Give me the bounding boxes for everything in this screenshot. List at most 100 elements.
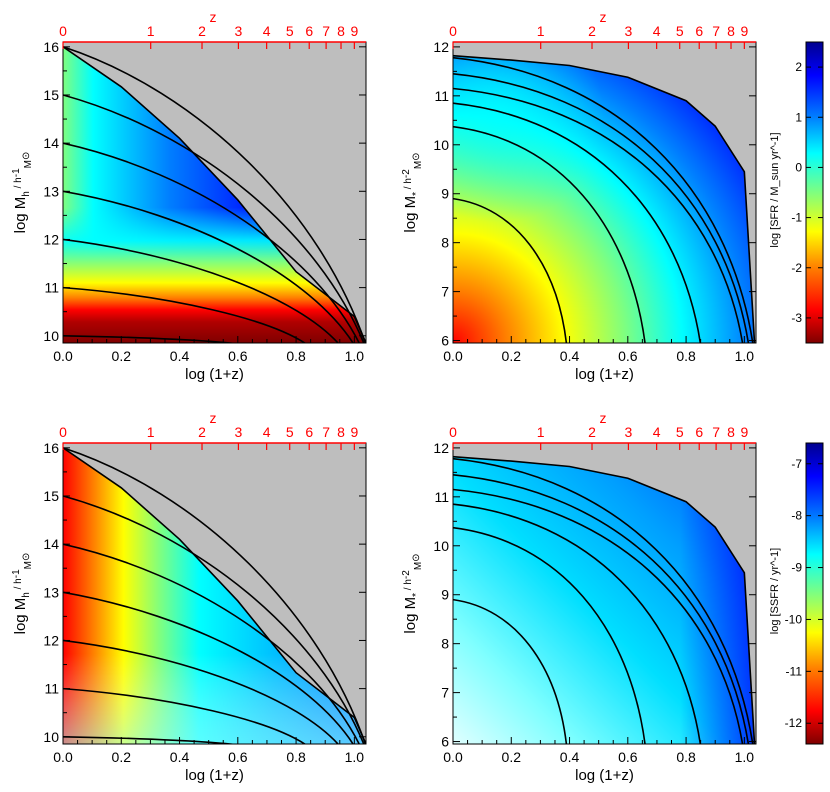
colorbar-tick-label: -12 xyxy=(785,716,803,730)
x-tick-label: 0.0 xyxy=(53,749,73,765)
top-tick-label: 3 xyxy=(235,424,243,440)
top-tick-label: 7 xyxy=(322,23,330,39)
x-tick-label: 0.8 xyxy=(676,749,696,765)
x-tick-label: 0.4 xyxy=(170,749,190,765)
y-tick-label: 11 xyxy=(44,681,59,697)
growth-track xyxy=(63,238,339,343)
y-axis-title: log M* / h-2M⊙ xyxy=(401,553,424,633)
colorbar-tick-label: 2 xyxy=(795,60,802,74)
colorbar-tick-label: -10 xyxy=(785,612,803,626)
top-tick-label: 8 xyxy=(337,23,345,39)
y-tick-label: 11 xyxy=(434,489,449,505)
top-tick-label: 6 xyxy=(305,424,313,440)
x-tick-label: 1.0 xyxy=(735,749,755,765)
colorbar-tick-label: 1 xyxy=(795,110,802,124)
top-tick-label: 3 xyxy=(625,23,633,39)
top-tick-label: 4 xyxy=(263,23,271,39)
top-tick-label: 9 xyxy=(740,23,748,39)
growth-track xyxy=(63,639,339,744)
colorbar-label-ssfr: log [SSFR / yr^-1] xyxy=(769,548,781,634)
y-tick-label: 12 xyxy=(43,632,59,648)
growth-track xyxy=(453,197,568,343)
y-axis-title: log Mh / h-1M⊙ xyxy=(11,553,34,635)
top-tick-label: 4 xyxy=(653,424,661,440)
top-tick-label: 9 xyxy=(740,424,748,440)
y-tick-label: 12 xyxy=(433,39,449,55)
forbidden-region xyxy=(63,443,366,744)
growth-track xyxy=(453,598,568,744)
top-tick-label: 2 xyxy=(588,23,596,39)
top-tick-label: 7 xyxy=(322,424,330,440)
x-axis-title: log (1+z) xyxy=(575,366,634,383)
x-tick-label: 0.8 xyxy=(286,749,306,765)
y-tick-label: 12 xyxy=(43,231,59,247)
top-tick-label: 3 xyxy=(625,424,633,440)
x-tick-label: 0.6 xyxy=(618,348,638,364)
y-tick-label: 12 xyxy=(433,440,449,456)
y-tick-label: 8 xyxy=(441,636,449,652)
growth-track xyxy=(453,474,750,744)
top-tick-label: 6 xyxy=(695,424,703,440)
y-tick-label: 14 xyxy=(43,536,59,552)
top-tick-label: 7 xyxy=(712,23,720,39)
growth-track xyxy=(63,46,366,343)
growth-track xyxy=(63,591,354,744)
colorbar-tick-label: -11 xyxy=(786,664,803,678)
growth-track xyxy=(453,503,702,744)
colorbar-tick-label: -8 xyxy=(791,509,802,523)
colorbar: -12 -11 -10 -9 -8 -7 xyxy=(785,442,824,745)
growth-track xyxy=(63,286,307,343)
forbidden-region xyxy=(453,443,756,744)
y-tick-label: 14 xyxy=(43,135,59,151)
top-axis-title: z xyxy=(210,9,217,25)
x-tick-label: 0.2 xyxy=(502,348,522,364)
x-tick-label: 0.0 xyxy=(53,348,73,364)
top-tick-label: 1 xyxy=(147,23,155,39)
colorbar-tick-label: -7 xyxy=(791,457,802,471)
top-tick-label: 0 xyxy=(59,23,67,39)
top-tick-label: 4 xyxy=(653,23,661,39)
top-tick-label: 0 xyxy=(59,424,67,440)
y-tick-label: 10 xyxy=(43,328,59,344)
top-tick-label: 8 xyxy=(337,424,345,440)
x-tick-label: 1.0 xyxy=(345,348,365,364)
top-tick-label: 5 xyxy=(676,424,684,440)
growth-track xyxy=(453,87,744,343)
top-tick-label: 5 xyxy=(286,424,294,440)
growth-track xyxy=(453,488,744,744)
y-tick-label: 16 xyxy=(43,440,59,456)
top-tick-label: 5 xyxy=(676,23,684,39)
y-tick-label: 16 xyxy=(43,39,59,55)
top-tick-label: 1 xyxy=(537,23,545,39)
y-axis-title: log Mh / h-1M⊙ xyxy=(11,152,34,234)
top-tick-label: 2 xyxy=(198,23,206,39)
x-tick-label: 0.4 xyxy=(170,348,190,364)
y-tick-label: 7 xyxy=(441,284,449,300)
top-tick-label: 1 xyxy=(147,424,155,440)
top-tick-label: 9 xyxy=(350,424,358,440)
top-tick-label: 1 xyxy=(537,424,545,440)
top-tick-label: 5 xyxy=(286,23,294,39)
growth-track xyxy=(63,543,361,744)
growth-track xyxy=(453,73,750,343)
y-tick-label: 10 xyxy=(433,538,449,554)
x-tick-label: 0.4 xyxy=(560,348,580,364)
x-tick-label: 0.2 xyxy=(112,348,132,364)
top-tick-label: 8 xyxy=(727,424,735,440)
top-tick-label: 0 xyxy=(449,23,457,39)
y-tick-label: 10 xyxy=(433,137,449,153)
top-tick-label: 8 xyxy=(727,23,735,39)
x-tick-label: 1.0 xyxy=(735,348,755,364)
growth-track xyxy=(453,457,754,744)
top-tick-label: 3 xyxy=(235,23,243,39)
top-axis-title: z xyxy=(600,9,607,25)
growth-track xyxy=(63,687,307,744)
y-tick-label: 9 xyxy=(441,186,449,202)
growth-track xyxy=(63,447,366,744)
y-tick-label: 15 xyxy=(43,87,59,103)
top-axis-title: z xyxy=(600,410,607,426)
